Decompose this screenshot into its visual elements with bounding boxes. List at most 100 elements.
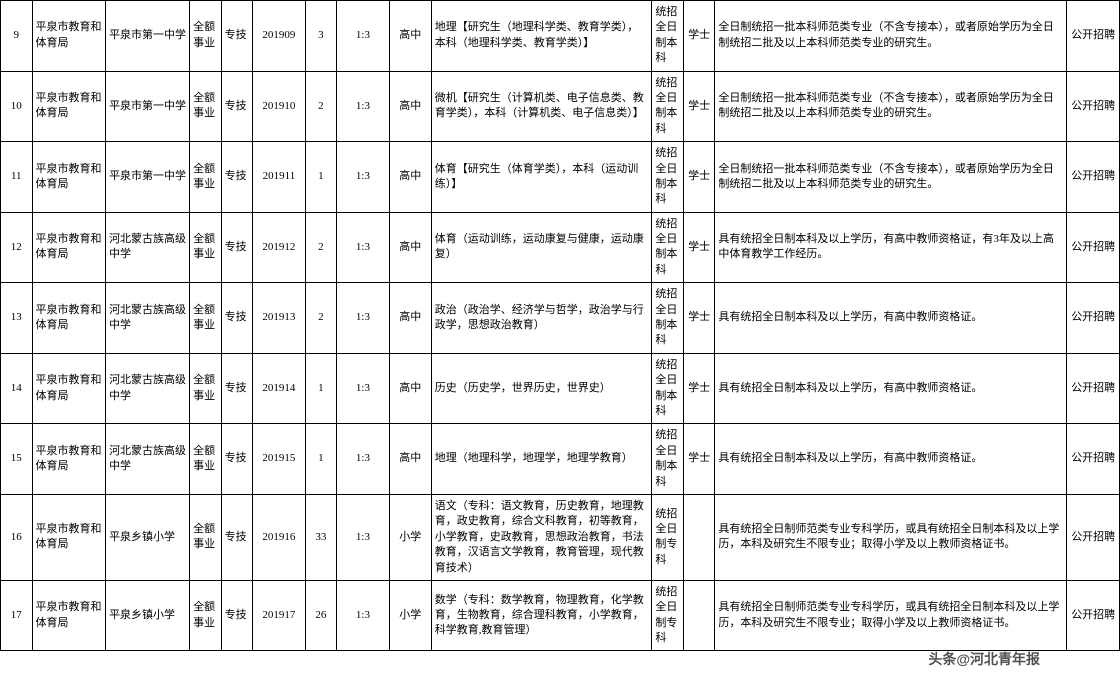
cell-method: 公开招聘 [1067,71,1120,142]
cell-idx: 14 [1,353,33,424]
cell-method: 公开招聘 [1067,494,1120,580]
table-row: 15平泉市教育和体育局河北蒙古族高级中学全额事业专技20191511:3高中地理… [1,424,1120,495]
cell-ratio: 1:3 [337,494,390,580]
cell-deg: 学士 [683,71,715,142]
cell-method: 公开招聘 [1067,580,1120,651]
cell-req: 具有统招全日制本科及以上学历，有高中教师资格证，有3年及以上高中体育教学工作经历… [715,212,1067,283]
cell-ratio: 1:3 [337,353,390,424]
cell-type: 全额事业 [190,1,222,72]
cell-num: 1 [305,142,337,213]
cell-level: 高中 [389,1,431,72]
cell-major: 体育（运动训练，运动康复与健康，运动康复） [431,212,652,283]
cell-req: 具有统招全日制本科及以上学历，有高中教师资格证。 [715,283,1067,354]
table-row: 17平泉市教育和体育局平泉乡镇小学全额事业专技201917261:3小学数学（专… [1,580,1120,651]
cell-school: 河北蒙古族高级中学 [106,283,190,354]
cell-num: 2 [305,71,337,142]
cell-major: 数学（专科：数学教育，物理教育，化学教育，生物教育，综合理科教育，小学教育，科学… [431,580,652,651]
cell-deg [683,494,715,580]
cell-deg: 学士 [683,212,715,283]
cell-method: 公开招聘 [1067,424,1120,495]
cell-method: 公开招聘 [1067,1,1120,72]
cell-dept: 平泉市教育和体育局 [32,212,106,283]
cell-edu: 统招全日制专科 [652,494,684,580]
cell-code: 201917 [253,580,306,651]
recruitment-table: 9平泉市教育和体育局平泉市第一中学全额事业专技20190931:3高中地理【研究… [0,0,1120,651]
cell-level: 高中 [389,283,431,354]
cell-type: 全额事业 [190,424,222,495]
cell-level: 高中 [389,142,431,213]
cell-num: 1 [305,353,337,424]
cell-ratio: 1:3 [337,424,390,495]
cell-level: 高中 [389,353,431,424]
cell-cat: 专技 [221,424,253,495]
cell-edu: 统招全日制本科 [652,1,684,72]
cell-level: 高中 [389,212,431,283]
cell-req: 全日制统招一批本科师范类专业（不含专接本），或者原始学历为全日制统招二批及以上本… [715,1,1067,72]
cell-idx: 15 [1,424,33,495]
cell-ratio: 1:3 [337,1,390,72]
cell-idx: 16 [1,494,33,580]
cell-idx: 17 [1,580,33,651]
cell-level: 小学 [389,580,431,651]
cell-cat: 专技 [221,142,253,213]
cell-level: 高中 [389,71,431,142]
cell-edu: 统招全日制本科 [652,353,684,424]
cell-ratio: 1:3 [337,142,390,213]
cell-num: 33 [305,494,337,580]
cell-cat: 专技 [221,283,253,354]
cell-idx: 11 [1,142,33,213]
cell-type: 全额事业 [190,71,222,142]
cell-code: 201911 [253,142,306,213]
cell-req: 具有统招全日制师范类专业专科学历，或具有统招全日制本科及以上学历，本科及研究生不… [715,580,1067,651]
cell-req: 具有统招全日制本科及以上学历，有高中教师资格证。 [715,424,1067,495]
cell-deg: 学士 [683,283,715,354]
cell-cat: 专技 [221,71,253,142]
table-row: 9平泉市教育和体育局平泉市第一中学全额事业专技20190931:3高中地理【研究… [1,1,1120,72]
cell-num: 1 [305,424,337,495]
cell-edu: 统招全日制专科 [652,580,684,651]
cell-dept: 平泉市教育和体育局 [32,494,106,580]
cell-code: 201910 [253,71,306,142]
cell-major: 地理【研究生（地理科学类、教育学类），本科（地理科学类、教育学类）】 [431,1,652,72]
cell-school: 河北蒙古族高级中学 [106,424,190,495]
cell-dept: 平泉市教育和体育局 [32,1,106,72]
cell-num: 2 [305,283,337,354]
cell-major: 微机【研究生（计算机类、电子信息类、教育学类），本科（计算机类、电子信息类）】 [431,71,652,142]
cell-type: 全额事业 [190,494,222,580]
cell-req: 具有统招全日制本科及以上学历，有高中教师资格证。 [715,353,1067,424]
cell-school: 平泉乡镇小学 [106,580,190,651]
cell-code: 201909 [253,1,306,72]
cell-dept: 平泉市教育和体育局 [32,424,106,495]
cell-major: 历史（历史学，世界历史，世界史） [431,353,652,424]
cell-cat: 专技 [221,212,253,283]
cell-cat: 专技 [221,1,253,72]
cell-level: 高中 [389,424,431,495]
cell-cat: 专技 [221,580,253,651]
cell-method: 公开招聘 [1067,212,1120,283]
cell-type: 全额事业 [190,353,222,424]
cell-edu: 统招全日制本科 [652,283,684,354]
cell-major: 政治（政治学、经济学与哲学，政治学与行政学，思想政治教育） [431,283,652,354]
cell-code: 201915 [253,424,306,495]
cell-deg: 学士 [683,424,715,495]
cell-edu: 统招全日制本科 [652,212,684,283]
cell-type: 全额事业 [190,283,222,354]
cell-dept: 平泉市教育和体育局 [32,580,106,651]
watermark: 头条@河北青年报 [928,649,1040,669]
cell-cat: 专技 [221,494,253,580]
cell-code: 201914 [253,353,306,424]
cell-code: 201916 [253,494,306,580]
cell-req: 具有统招全日制师范类专业专科学历，或具有统招全日制本科及以上学历，本科及研究生不… [715,494,1067,580]
cell-edu: 统招全日制本科 [652,424,684,495]
cell-idx: 13 [1,283,33,354]
cell-code: 201912 [253,212,306,283]
cell-method: 公开招聘 [1067,142,1120,213]
cell-dept: 平泉市教育和体育局 [32,142,106,213]
cell-major: 体育【研究生（体育学类），本科（运动训练）】 [431,142,652,213]
cell-req: 全日制统招一批本科师范类专业（不含专接本），或者原始学历为全日制统招二批及以上本… [715,71,1067,142]
cell-type: 全额事业 [190,580,222,651]
cell-num: 3 [305,1,337,72]
cell-num: 2 [305,212,337,283]
cell-school: 平泉市第一中学 [106,1,190,72]
cell-req: 全日制统招一批本科师范类专业（不含专接本），或者原始学历为全日制统招二批及以上本… [715,142,1067,213]
